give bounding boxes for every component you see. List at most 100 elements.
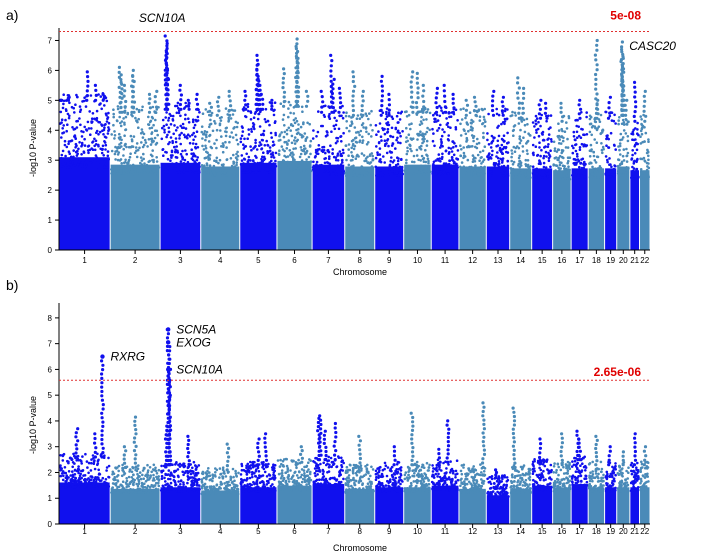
snp-point xyxy=(547,143,550,146)
snp-point xyxy=(441,152,444,156)
snp-point xyxy=(94,139,98,143)
snp-peak-point xyxy=(351,104,355,108)
snp-point xyxy=(643,159,646,162)
snp-peak-point xyxy=(361,99,365,103)
snp-point xyxy=(366,168,370,172)
snp-point xyxy=(436,164,440,168)
snp-point xyxy=(640,170,643,174)
snp-point xyxy=(218,476,221,479)
snp-point xyxy=(287,164,291,168)
snp-point xyxy=(516,175,519,179)
snp-point xyxy=(173,145,176,149)
snp-point xyxy=(523,130,527,134)
snp-point xyxy=(506,159,510,163)
snp-point xyxy=(222,144,225,147)
snp-point xyxy=(360,170,364,174)
snp-point xyxy=(107,476,111,479)
snp-point xyxy=(289,103,292,107)
snp-point xyxy=(405,168,409,172)
snp-point xyxy=(182,170,186,174)
snp-point xyxy=(210,488,214,491)
snp-point xyxy=(433,117,436,121)
snp-point xyxy=(66,123,69,126)
snp-peak-point xyxy=(195,92,199,96)
snp-peak-point xyxy=(59,98,63,102)
snp-point xyxy=(141,130,144,134)
snp-point xyxy=(217,490,220,493)
snp-point xyxy=(248,467,252,470)
snp-point xyxy=(87,127,91,130)
snp-peak-point xyxy=(179,107,183,111)
snp-peak-point xyxy=(167,406,171,410)
snp-point xyxy=(190,148,193,151)
snp-point xyxy=(227,120,230,123)
snp-point xyxy=(281,118,285,121)
snp-peak-point xyxy=(93,83,97,87)
snp-point xyxy=(311,137,315,140)
snp-point xyxy=(417,170,421,173)
snp-point xyxy=(380,171,384,175)
snp-peak-point xyxy=(329,84,333,89)
snp-point xyxy=(82,151,86,154)
snp-point xyxy=(75,93,78,97)
snp-point xyxy=(526,123,529,126)
snp-point xyxy=(355,117,359,120)
snp-point xyxy=(345,173,349,176)
snp-point xyxy=(361,139,365,142)
snp-point xyxy=(338,150,342,153)
snp-point xyxy=(315,135,318,138)
snp-peak-point xyxy=(501,113,505,117)
snp-point xyxy=(139,156,143,159)
snp-point xyxy=(575,136,579,139)
snp-point xyxy=(62,93,65,96)
snp-point xyxy=(506,151,510,154)
snp-peak-point xyxy=(167,376,171,380)
snp-point xyxy=(571,176,575,179)
snp-point xyxy=(624,132,628,135)
snp-peak-point xyxy=(474,104,478,108)
snp-point xyxy=(129,164,132,168)
snp-peak-point xyxy=(263,445,267,449)
snp-point xyxy=(365,171,369,175)
snp-point xyxy=(62,99,66,103)
snp-point xyxy=(120,474,124,478)
snp-point xyxy=(576,158,580,161)
snp-point xyxy=(107,157,110,161)
snp-peak-point xyxy=(296,76,300,80)
snp-point xyxy=(227,116,230,120)
snp-point xyxy=(174,490,178,493)
snp-point xyxy=(198,161,201,165)
snp-point xyxy=(162,164,165,168)
snp-point xyxy=(248,482,252,486)
snp-point xyxy=(595,155,599,158)
snp-point xyxy=(338,173,341,176)
snp-point xyxy=(436,157,439,161)
snp-point xyxy=(438,167,441,171)
snp-point xyxy=(181,470,184,474)
snp-point xyxy=(233,109,237,112)
snp-point xyxy=(236,170,239,174)
snp-point xyxy=(575,124,578,128)
snp-peak-point xyxy=(360,104,364,108)
gene-label-casc20: CASC20 xyxy=(629,39,676,53)
snp-point xyxy=(601,174,604,178)
snp-point xyxy=(150,470,153,474)
snp-point xyxy=(567,116,571,120)
snp-point xyxy=(131,490,134,494)
snp-peak-point xyxy=(117,70,121,74)
snp-point xyxy=(441,128,444,131)
snp-point xyxy=(289,165,293,168)
snp-point xyxy=(186,481,189,485)
snp-point xyxy=(114,466,117,470)
snp-point xyxy=(134,116,137,120)
snp-point xyxy=(92,485,95,488)
snp-point xyxy=(262,129,266,133)
snp-peak-point xyxy=(607,106,611,110)
snp-point xyxy=(347,148,351,151)
snp-point xyxy=(471,154,475,157)
snp-point xyxy=(542,156,545,160)
snp-peak-point xyxy=(282,100,286,104)
snp-point xyxy=(105,166,108,169)
snp-point xyxy=(104,148,107,151)
snp-point xyxy=(88,157,92,161)
